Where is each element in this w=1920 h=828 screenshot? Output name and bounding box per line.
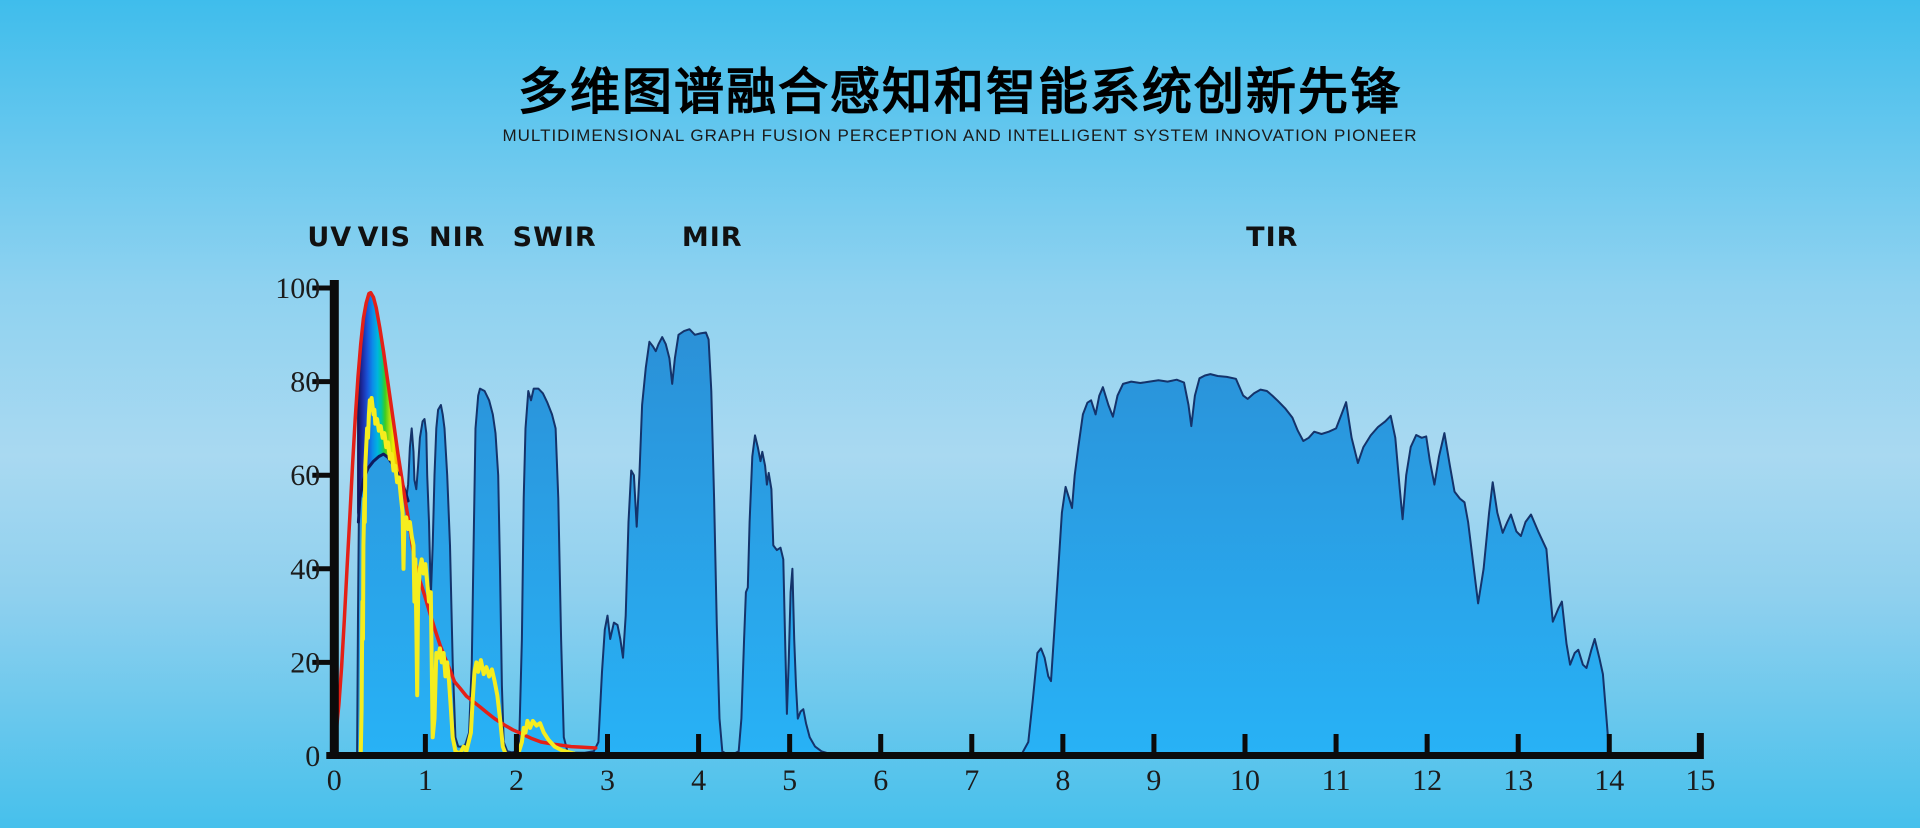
y-tick-label: 60 xyxy=(290,459,320,492)
page-title: 多维图谱融合感知和智能系统创新先锋 xyxy=(518,64,1402,120)
y-tick-label: 100 xyxy=(275,272,320,305)
yellow-solar-curve xyxy=(358,396,577,758)
band-label-swir: SWIR xyxy=(512,222,597,253)
x-tick-label: 5 xyxy=(782,764,797,797)
x-tick-label: 10 xyxy=(1230,764,1260,797)
x-tick-label: 6 xyxy=(873,764,888,797)
x-tick-label: 9 xyxy=(1146,764,1161,797)
band-label-tir: TIR xyxy=(1246,222,1299,253)
band-label-uv: UV xyxy=(307,222,353,253)
transmission-area xyxy=(356,328,1611,757)
x-tick-label: 4 xyxy=(691,764,706,797)
x-tick-labels: 0 1 2 3 4 5 6 7 8 9 10 11 12 13 14 15 xyxy=(327,764,1716,797)
y-tick-label: 80 xyxy=(290,366,320,399)
band-label-mir: MIR xyxy=(681,222,743,253)
y-tick-label: 40 xyxy=(290,553,320,586)
y-tick-label: 0 xyxy=(305,740,320,773)
x-tick-label: 8 xyxy=(1055,764,1070,797)
page-subtitle: MULTIDIMENSIONAL GRAPH FUSION PERCEPTION… xyxy=(502,126,1418,145)
x-tick-label: 13 xyxy=(1503,764,1533,797)
x-tick-label: 15 xyxy=(1685,764,1715,797)
x-tick-label: 2 xyxy=(509,764,524,797)
x-tick-label: 0 xyxy=(327,764,342,797)
x-tick-label: 11 xyxy=(1322,764,1351,797)
x-tick-label: 7 xyxy=(964,764,979,797)
x-tick-label: 14 xyxy=(1594,764,1624,797)
x-tick-label: 12 xyxy=(1412,764,1442,797)
x-axis xyxy=(326,733,1704,759)
band-label-vis: VIS xyxy=(357,222,412,253)
band-label-nir: NIR xyxy=(429,222,486,253)
x-tick-label: 3 xyxy=(600,764,615,797)
x-tick-label: 1 xyxy=(418,764,433,797)
y-tick-labels: 0 20 40 60 80 100 xyxy=(275,272,320,773)
y-tick-label: 20 xyxy=(290,646,320,679)
